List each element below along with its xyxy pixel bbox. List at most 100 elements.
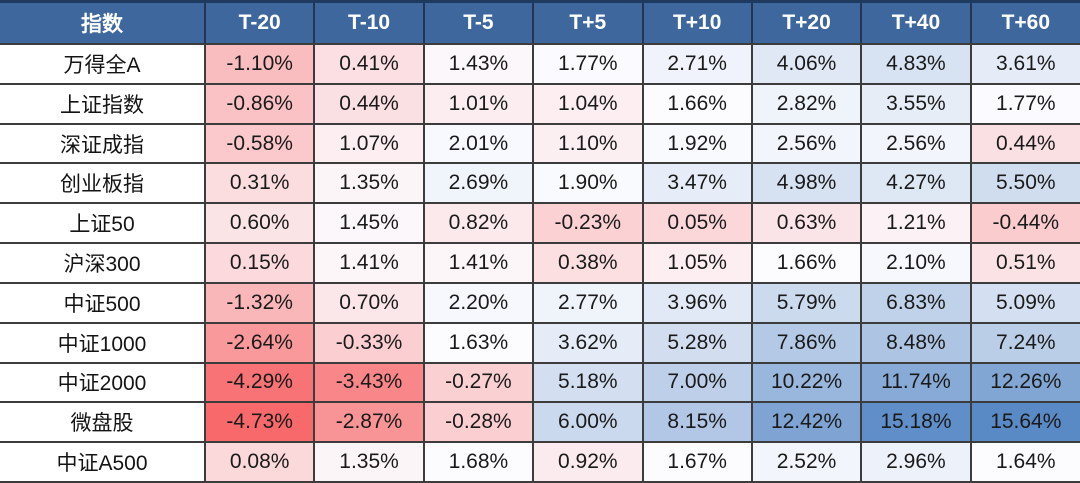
heatmap-cell: 3.96% — [641, 281, 753, 324]
heatmap-cell: 2.52% — [750, 441, 863, 483]
heatmap-cell: 0.44% — [969, 122, 1080, 165]
heatmap-cell: 6.83% — [860, 281, 972, 324]
heatmap-cell: 4.98% — [750, 162, 863, 205]
heatmap-cell: 1.01% — [422, 82, 535, 125]
heatmap-cell: 0.63% — [750, 202, 863, 245]
heatmap-cell: 2.82% — [750, 82, 863, 125]
heatmap-cell: 2.20% — [422, 281, 535, 324]
heatmap-cell: 3.61% — [969, 43, 1080, 85]
row-label: 深证成指 — [0, 122, 206, 165]
table-body: 万得全A -1.10% 0.41% 1.43% 1.77% 2.71% 4.06% 4.83%… — [0, 43, 1080, 483]
heatmap-cell: 3.55% — [860, 82, 972, 125]
row-label: 沪深300 — [0, 242, 206, 284]
heatmap-cell: -0.23% — [532, 202, 644, 245]
row-label: 中证500 — [0, 281, 206, 324]
heatmap-cell: 2.01% — [422, 122, 535, 165]
heatmap-cell: 1.68% — [422, 441, 535, 483]
heatmap-cell: 15.18% — [860, 401, 972, 444]
heatmap-cell: 1.77% — [532, 43, 644, 85]
heatmap-cell: 1.07% — [313, 122, 425, 165]
row-label: 万得全A — [0, 43, 206, 85]
heatmap-cell: 1.10% — [532, 122, 644, 165]
table-row: 创业板指 0.31% 1.35% 2.69% 1.90% 3.47% 4.98% 4.27% 5… — [0, 162, 1080, 205]
heatmap-cell: 4.83% — [860, 43, 972, 85]
heatmap-cell: 10.22% — [750, 361, 863, 404]
heatmap-cell: 7.00% — [641, 361, 753, 404]
row-label: 上证指数 — [0, 82, 206, 125]
heatmap-cell: 12.26% — [969, 361, 1080, 404]
heatmap-cell: 0.82% — [422, 202, 535, 245]
heatmap-cell: 1.90% — [532, 162, 644, 205]
heatmap-cell: 0.08% — [203, 441, 316, 483]
heatmap-cell: -1.10% — [203, 43, 316, 85]
table-row: 中证500 -1.32% 0.70% 2.20% 2.77% 3.96% 5.79% 6.83… — [0, 281, 1080, 324]
heatmap-cell: 1.66% — [641, 82, 753, 125]
table-row: 上证50 0.60% 1.45% 0.82% -0.23% 0.05% 0.63% 1.21%… — [0, 202, 1080, 245]
column-header-t5: T-5 — [422, 0, 535, 45]
heatmap-cell: 0.60% — [203, 202, 316, 245]
heatmap-cell: 1.77% — [969, 82, 1080, 125]
heatmap-cell: 7.86% — [750, 321, 863, 364]
heatmap-cell: 0.51% — [969, 242, 1080, 284]
heatmap-cell: 1.64% — [969, 441, 1080, 483]
heatmap-cell: -0.58% — [203, 122, 316, 165]
heatmap-cell: 8.48% — [860, 321, 972, 364]
row-label: 创业板指 — [0, 162, 206, 205]
table-row: 微盘股 -4.73% -2.87% -0.28% 6.00% 8.15% 12.42% 15.… — [0, 401, 1080, 444]
row-label: 中证1000 — [0, 321, 206, 364]
heatmap-cell: 1.41% — [313, 242, 425, 284]
table-row: 中证1000 -2.64% -0.33% 1.63% 3.62% 5.28% 7.86% 8.… — [0, 321, 1080, 364]
table-row: 深证成指 -0.58% 1.07% 2.01% 1.10% 1.92% 2.56% 2.56%… — [0, 122, 1080, 165]
column-header-t40: T+40 — [860, 0, 972, 45]
heatmap-cell: 2.71% — [641, 43, 753, 85]
heatmap-cell: 5.50% — [969, 162, 1080, 205]
heatmap-cell: 1.35% — [313, 162, 425, 205]
heatmap-cell: 2.56% — [860, 122, 972, 165]
corner-header-index: 指数 — [0, 0, 206, 45]
heatmap-cell: 11.74% — [860, 361, 972, 404]
heatmap-cell: 3.62% — [532, 321, 644, 364]
heatmap-cell: -4.73% — [203, 401, 316, 444]
heatmap-cell: 7.24% — [969, 321, 1080, 364]
column-header-t20: T+20 — [750, 0, 863, 45]
heatmap-cell: 15.64% — [969, 401, 1080, 444]
heatmap-cell: 6.00% — [532, 401, 644, 444]
heatmap-cell: 2.96% — [860, 441, 972, 483]
heatmap-cell: -4.29% — [203, 361, 316, 404]
row-label: 中证2000 — [0, 361, 206, 404]
heatmap-cell: 3.47% — [641, 162, 753, 205]
heatmap-cell: 1.92% — [641, 122, 753, 165]
heatmap-cell: 5.79% — [750, 281, 863, 324]
heatmap-cell: 1.35% — [313, 441, 425, 483]
heatmap-cell: 0.38% — [532, 242, 644, 284]
heatmap-cell: 0.92% — [532, 441, 644, 483]
heatmap-cell: 2.10% — [860, 242, 972, 284]
heatmap-cell: 0.44% — [313, 82, 425, 125]
table-row: 万得全A -1.10% 0.41% 1.43% 1.77% 2.71% 4.06% 4.83%… — [0, 43, 1080, 85]
column-header-t60: T+60 — [969, 0, 1080, 45]
table-row: 中证2000 -4.29% -3.43% -0.27% 5.18% 7.00% 10.22%… — [0, 361, 1080, 404]
heatmap-cell: 0.70% — [313, 281, 425, 324]
heatmap-cell: 1.66% — [750, 242, 863, 284]
heatmap-cell: -0.86% — [203, 82, 316, 125]
column-header-t5: T+5 — [532, 0, 644, 45]
heatmap-cell: 2.77% — [532, 281, 644, 324]
row-label: 上证50 — [0, 202, 206, 245]
heatmap-cell: 1.05% — [641, 242, 753, 284]
heatmap-cell: 0.41% — [313, 43, 425, 85]
heatmap-cell: 12.42% — [750, 401, 863, 444]
heatmap-cell: 1.21% — [860, 202, 972, 245]
column-header-t10: T+10 — [641, 0, 753, 45]
heatmap-cell: -1.32% — [203, 281, 316, 324]
heatmap-cell: 0.15% — [203, 242, 316, 284]
heatmap-cell: -0.27% — [422, 361, 535, 404]
table-row: 沪深300 0.15% 1.41% 1.41% 0.38% 1.05% 1.66% 2.10%… — [0, 242, 1080, 284]
heatmap-cell: 2.69% — [422, 162, 535, 205]
heatmap-cell: 5.09% — [969, 281, 1080, 324]
column-header-t20: T-20 — [203, 0, 316, 45]
heatmap-cell: -2.87% — [313, 401, 425, 444]
heatmap-cell: 8.15% — [641, 401, 753, 444]
